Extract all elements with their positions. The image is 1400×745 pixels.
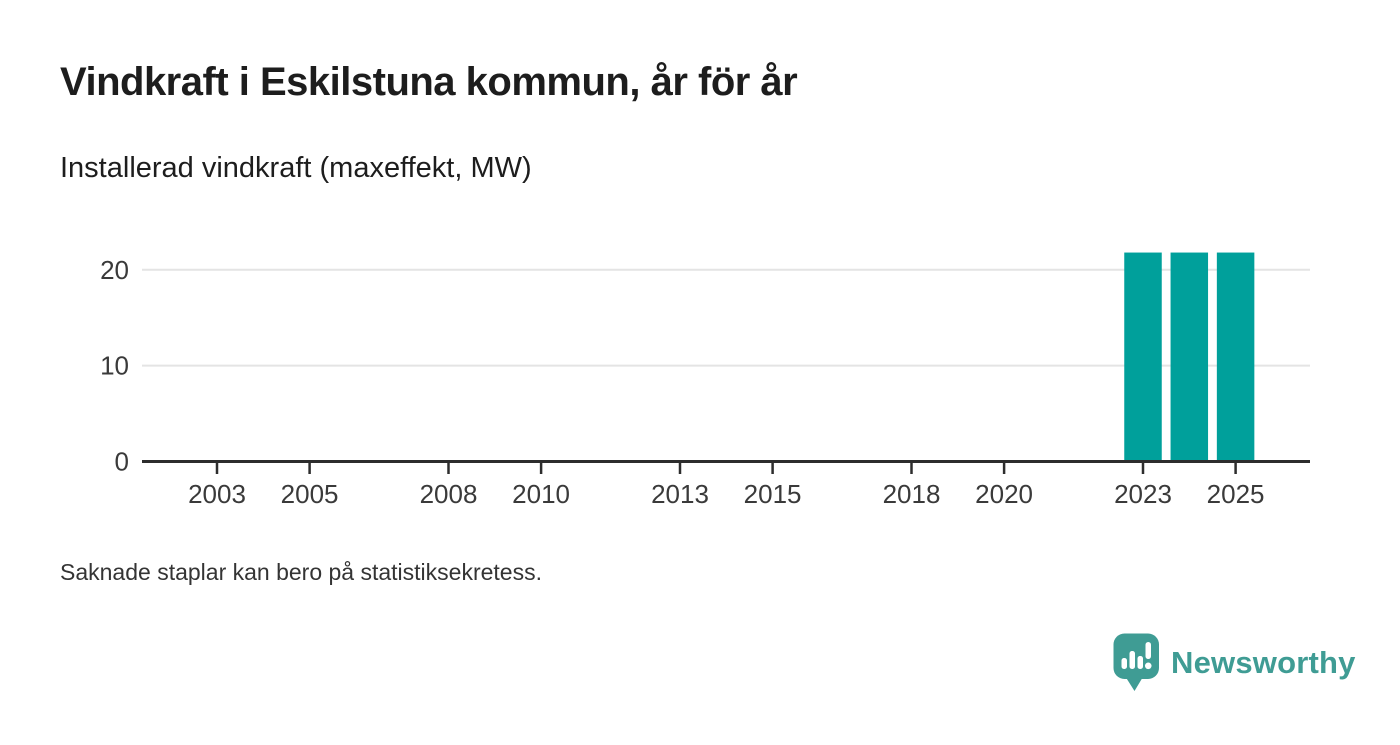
y-tick-label-10: 10 bbox=[100, 351, 129, 381]
footnote: Saknade staplar kan bero på statistiksek… bbox=[60, 559, 542, 585]
x-tick-label-2003: 2003 bbox=[188, 479, 246, 509]
x-tick-label-2008: 2008 bbox=[420, 479, 478, 509]
speech-bubble bbox=[1113, 633, 1159, 691]
mini-bar-chart-glyph bbox=[1121, 642, 1152, 670]
x-tick-label-2025: 2025 bbox=[1207, 479, 1265, 509]
x-tick-label-2020: 2020 bbox=[975, 479, 1033, 509]
x-tick-label-2010: 2010 bbox=[512, 479, 570, 509]
page-title: Vindkraft i Eskilstuna kommun, år för år bbox=[60, 60, 798, 104]
x-tick-label-2015: 2015 bbox=[744, 479, 802, 509]
exclamation-stem bbox=[1145, 642, 1151, 659]
newsworthy-logo: Newsworthy bbox=[1113, 633, 1356, 692]
x-tick-label-2005: 2005 bbox=[281, 479, 339, 509]
newsworthy-speech-bubble-bar-chart-icon bbox=[1113, 633, 1159, 691]
bar-2024 bbox=[1170, 252, 1209, 462]
x-tick-label-2023: 2023 bbox=[1114, 479, 1172, 509]
bar-2023 bbox=[1124, 252, 1162, 462]
y-tick-label-0: 0 bbox=[115, 447, 129, 477]
x-tick-label-2013: 2013 bbox=[651, 479, 709, 509]
y-tick-label-20: 20 bbox=[100, 255, 129, 285]
bar-2025 bbox=[1216, 252, 1255, 462]
x-tick-label-2018: 2018 bbox=[883, 479, 941, 509]
newsworthy-wordmark: Newsworthy bbox=[1171, 644, 1356, 680]
chart-subtitle: Installerad vindkraft (maxeffekt, MW) bbox=[60, 152, 532, 184]
exclamation-dot bbox=[1144, 662, 1152, 670]
